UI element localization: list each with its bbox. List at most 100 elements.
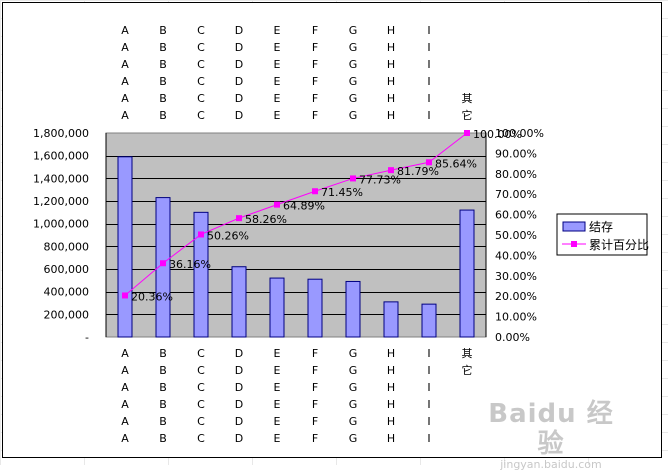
- data-label: 64.89%: [283, 200, 325, 213]
- x-tick-label-bottom: E: [274, 432, 281, 445]
- x-tick-label-bottom: A: [121, 415, 129, 428]
- x-tick-label-top: I: [427, 58, 430, 71]
- x-tick-label-top: H: [387, 58, 395, 71]
- x-tick-label-top: G: [349, 58, 358, 71]
- x-tick-label-top: H: [387, 109, 395, 122]
- x-tick-label-top: I: [427, 92, 430, 105]
- legend-line-label: 累计百分比: [589, 238, 649, 252]
- bar: [231, 266, 247, 338]
- watermark-main-text: Baidu 经验: [488, 399, 614, 459]
- data-label: 77.73%: [359, 173, 401, 186]
- line-point: [198, 231, 204, 238]
- x-tick-label-top: C: [197, 109, 205, 122]
- bar: [117, 156, 133, 338]
- x-tick-label-top: D: [235, 58, 243, 71]
- data-label: 50.26%: [207, 229, 249, 242]
- x-tick-label-bottom: F: [312, 347, 318, 360]
- line-point: [274, 201, 280, 208]
- y-left-tick-label: 1,600,000: [33, 150, 89, 163]
- x-tick-label-bottom: B: [159, 398, 167, 411]
- x-tick-label-top: D: [235, 41, 243, 54]
- legend-line-marker: [571, 241, 577, 247]
- x-tick-label-bottom: F: [312, 432, 318, 445]
- bar: [155, 197, 171, 338]
- x-tick-label-bottom: C: [197, 432, 205, 445]
- x-tick-label-bottom: G: [349, 432, 358, 445]
- y-right-tick-label: 30.00%: [495, 270, 537, 283]
- x-tick-label-bottom: H: [387, 432, 395, 445]
- x-tick-label-top: B: [159, 92, 167, 105]
- x-tick-label-bottom: A: [121, 347, 129, 360]
- bar: [459, 209, 475, 338]
- x-tick-label-top: B: [159, 58, 167, 71]
- x-tick-label-top: G: [349, 92, 358, 105]
- x-tick-label-top: C: [197, 58, 205, 71]
- y-right-tick-label: 20.00%: [495, 290, 537, 303]
- bar: [421, 303, 437, 338]
- bar: [345, 280, 361, 338]
- x-tick-label-top: D: [235, 24, 243, 37]
- x-tick-label-top: E: [274, 24, 281, 37]
- y-right-tick-label: 70.00%: [495, 188, 537, 201]
- data-label: 85.64%: [435, 157, 477, 170]
- y-right-tick-label: 50.00%: [495, 229, 537, 242]
- y-right-tick-label: 0.00%: [495, 331, 530, 344]
- x-tick-label-bottom: B: [159, 432, 167, 445]
- x-tick-label-bottom: E: [274, 415, 281, 428]
- line-point: [350, 175, 356, 182]
- x-tick-label-top: G: [349, 109, 358, 122]
- y-left-tick-label: 200,000: [44, 308, 90, 321]
- x-tick-label-bottom: H: [387, 347, 395, 360]
- x-tick-label-top: H: [387, 41, 395, 54]
- x-tick-label-bottom: H: [387, 381, 395, 394]
- x-tick-label-bottom: A: [121, 381, 129, 394]
- legend-bar-label: 结存: [589, 220, 613, 234]
- line-point: [236, 215, 242, 222]
- x-tick-label-top: A: [121, 24, 129, 37]
- line-point: [122, 292, 128, 299]
- line-point: [160, 260, 166, 267]
- x-tick-label-top: G: [349, 24, 358, 37]
- x-tick-label-top: B: [159, 75, 167, 88]
- x-tick-label-bottom: A: [121, 364, 129, 377]
- x-tick-label-top: F: [312, 41, 318, 54]
- x-tick-label-bottom: I: [427, 398, 430, 411]
- x-tick-label-bottom: H: [387, 398, 395, 411]
- x-tick-label-bottom: B: [159, 381, 167, 394]
- x-tick-label-top: D: [235, 75, 243, 88]
- x-tick-label-bottom: 其: [462, 347, 473, 360]
- bar: [383, 301, 399, 338]
- x-tick-label-bottom: C: [197, 398, 205, 411]
- x-tick-label-top: I: [427, 109, 430, 122]
- data-label: 81.79%: [397, 165, 439, 178]
- x-tick-label-top: C: [197, 75, 205, 88]
- x-tick-label-top: B: [159, 41, 167, 54]
- x-tick-label-bottom: C: [197, 415, 205, 428]
- chart-area[interactable]: - 200,000 400,000 600,000 800,000 1,000,000 1,…: [2, 2, 662, 458]
- bar: [307, 278, 323, 338]
- x-tick-label-top: D: [235, 92, 243, 105]
- x-tick-label-bottom: H: [387, 415, 395, 428]
- data-label: 36.16%: [169, 258, 211, 271]
- x-tick-label-bottom: E: [274, 347, 281, 360]
- x-tick-label-top: B: [159, 24, 167, 37]
- y-left-tick-label: 1,200,000: [33, 195, 89, 208]
- pareto-chart: - 200,000 400,000 600,000 800,000 1,000,000 1,…: [33, 24, 649, 445]
- line-point: [388, 167, 394, 174]
- x-tick-label-bottom: C: [197, 364, 205, 377]
- x-tick-label-top: E: [274, 75, 281, 88]
- x-tick-label-bottom: I: [427, 364, 430, 377]
- x-tick-label-bottom: I: [427, 347, 430, 360]
- x-tick-label-top: E: [274, 41, 281, 54]
- x-tick-label-bottom: G: [349, 398, 358, 411]
- x-tick-label-top: F: [312, 58, 318, 71]
- x-tick-label-top: G: [349, 75, 358, 88]
- x-tick-label-bottom: H: [387, 364, 395, 377]
- x-tick-label-bottom: B: [159, 347, 167, 360]
- x-tick-label-bottom: D: [235, 398, 243, 411]
- x-tick-label-top: A: [121, 75, 129, 88]
- x-tick-label-bottom: G: [349, 347, 358, 360]
- y-right-tick-label: 40.00%: [495, 249, 537, 262]
- y-left-tick-label: 400,000: [44, 286, 90, 299]
- x-tick-label-bottom: F: [312, 398, 318, 411]
